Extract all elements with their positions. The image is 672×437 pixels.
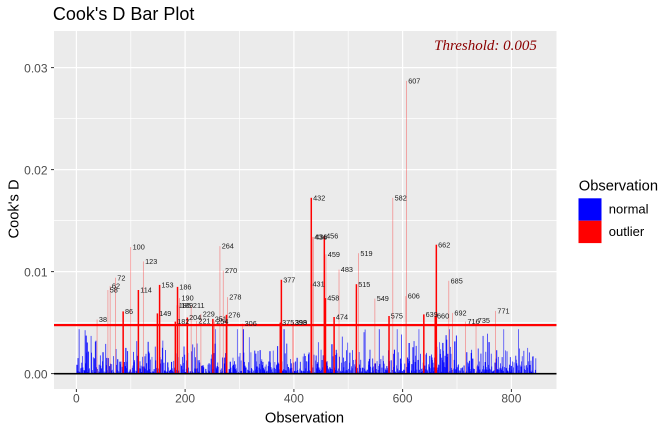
svg-text:270: 270: [225, 266, 237, 275]
svg-text:Observation: Observation: [265, 410, 344, 426]
svg-text:0.02: 0.02: [24, 164, 48, 178]
svg-text:432: 432: [313, 193, 325, 202]
svg-text:0: 0: [73, 391, 80, 405]
svg-text:685: 685: [451, 276, 463, 285]
svg-text:306: 306: [245, 319, 257, 328]
svg-text:735: 735: [478, 316, 490, 325]
svg-text:431: 431: [313, 279, 325, 288]
svg-text:692: 692: [454, 309, 466, 318]
svg-text:86: 86: [125, 307, 133, 316]
svg-text:582: 582: [395, 193, 407, 202]
svg-text:800: 800: [501, 391, 521, 405]
svg-text:458: 458: [327, 294, 339, 303]
svg-text:186: 186: [179, 283, 191, 292]
svg-text:Threshold: 0.005: Threshold: 0.005: [434, 38, 537, 54]
svg-text:377: 377: [283, 275, 295, 284]
svg-text:600: 600: [393, 391, 413, 405]
svg-text:549: 549: [377, 294, 389, 303]
svg-text:483: 483: [341, 265, 353, 274]
svg-text:62: 62: [112, 282, 120, 291]
svg-text:607: 607: [408, 77, 420, 86]
svg-text:254: 254: [216, 317, 228, 326]
svg-text:375: 375: [282, 318, 294, 327]
svg-text:outlier: outlier: [609, 224, 645, 239]
svg-text:0.01: 0.01: [24, 266, 48, 280]
svg-text:660: 660: [437, 311, 449, 320]
svg-text:515: 515: [358, 280, 370, 289]
svg-text:771: 771: [497, 307, 509, 316]
svg-text:276: 276: [228, 310, 240, 319]
svg-text:606: 606: [408, 292, 420, 301]
svg-text:229: 229: [203, 310, 215, 319]
svg-text:264: 264: [222, 242, 234, 251]
svg-text:182: 182: [177, 317, 189, 326]
svg-text:149: 149: [159, 309, 171, 318]
svg-text:153: 153: [161, 281, 173, 290]
svg-text:456: 456: [326, 232, 338, 241]
svg-text:0.03: 0.03: [24, 62, 48, 76]
svg-text:200: 200: [175, 391, 195, 405]
svg-text:100: 100: [133, 243, 145, 252]
svg-text:662: 662: [438, 240, 450, 249]
svg-text:Cook's D Bar Plot: Cook's D Bar Plot: [53, 4, 195, 24]
svg-text:123: 123: [145, 257, 157, 266]
svg-text:519: 519: [360, 249, 372, 258]
svg-text:0.00: 0.00: [24, 368, 48, 382]
svg-text:38: 38: [99, 315, 107, 324]
svg-text:190: 190: [182, 294, 194, 303]
svg-text:639: 639: [426, 310, 438, 319]
svg-text:575: 575: [391, 312, 403, 321]
svg-text:114: 114: [140, 286, 152, 295]
svg-text:474: 474: [336, 313, 348, 322]
svg-text:399: 399: [295, 318, 307, 327]
svg-text:459: 459: [328, 250, 340, 259]
svg-text:400: 400: [284, 391, 304, 405]
svg-text:72: 72: [117, 273, 125, 282]
svg-text:Observation: Observation: [579, 178, 658, 194]
svg-text:normal: normal: [609, 202, 649, 217]
svg-text:Cook's D: Cook's D: [7, 179, 23, 238]
svg-text:278: 278: [229, 293, 241, 302]
